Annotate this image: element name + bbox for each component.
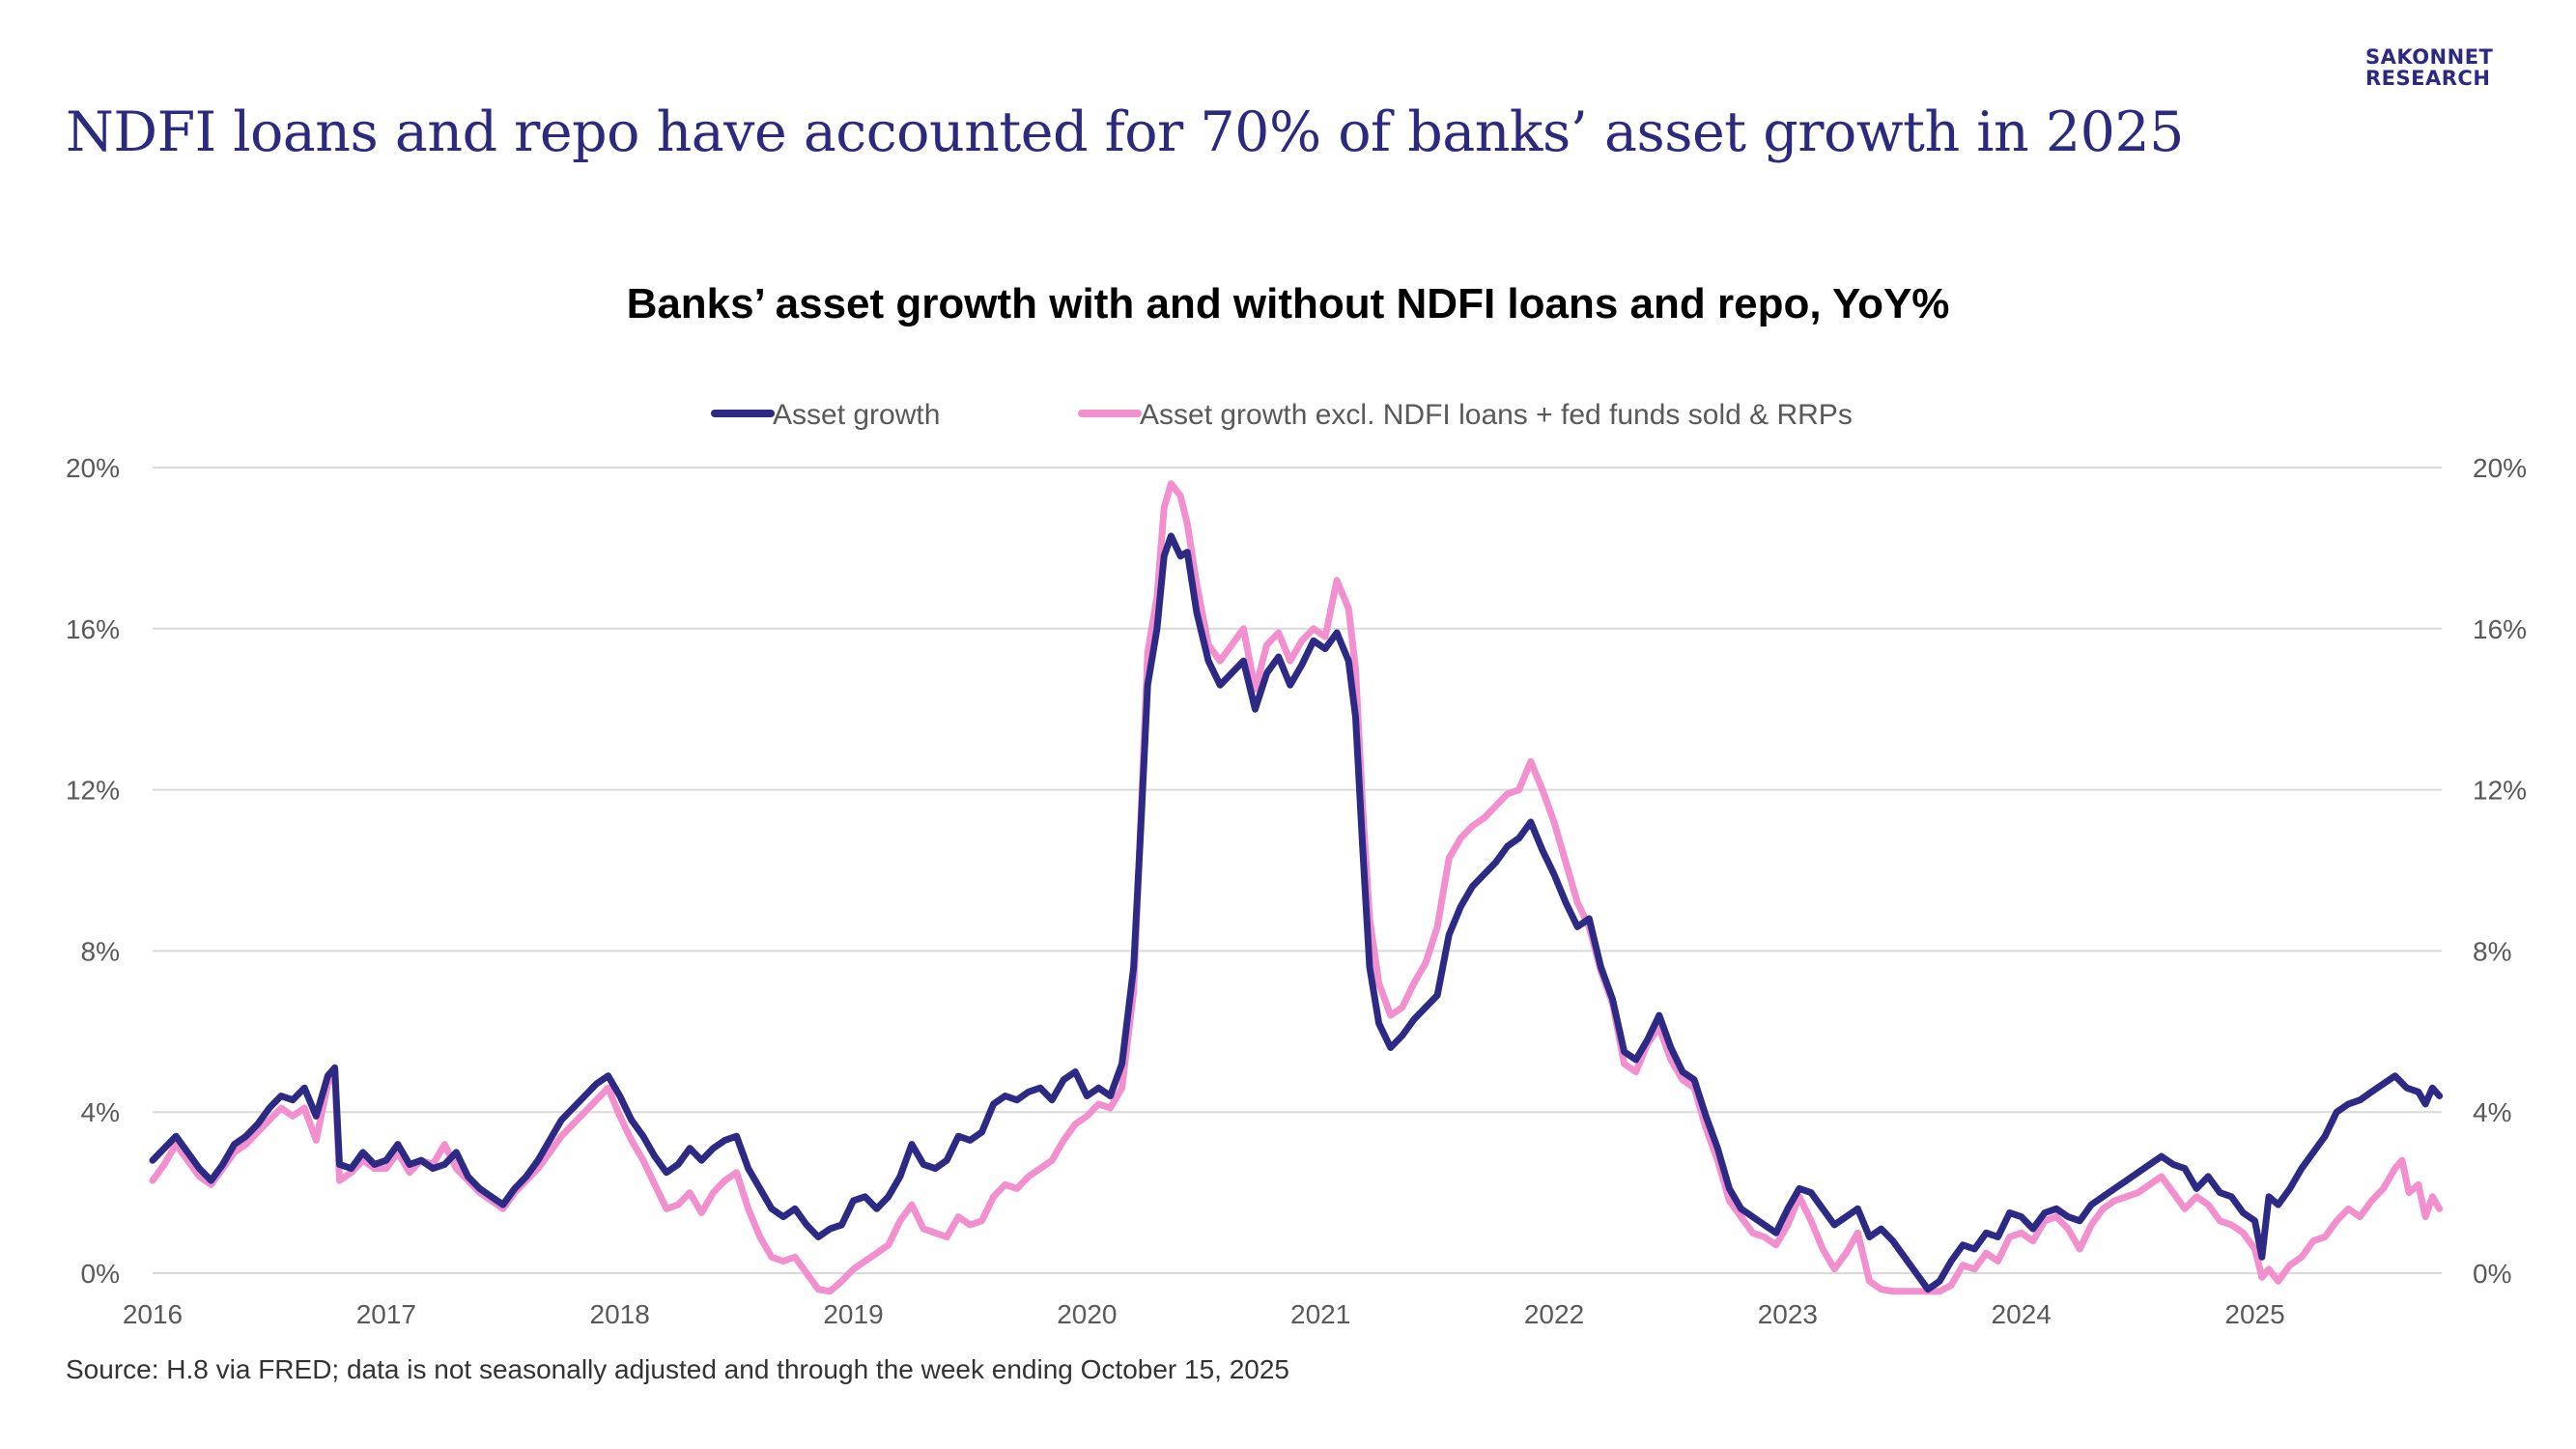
y-axis-left: 0% 4% 8% 12% 16% 20% (66, 453, 120, 1289)
y-tick-label-left: 20% (66, 453, 120, 483)
y-tick-label-right: 4% (2473, 1097, 2511, 1127)
y-tick-label-right: 16% (2473, 614, 2527, 644)
y-tick-label-left: 8% (81, 936, 120, 966)
brand-logo-line-1: SAKONNET (2365, 45, 2494, 69)
series-line-asset-growth (149, 532, 2444, 1293)
y-tick-label-right: 20% (2473, 453, 2527, 483)
y-axis-right: 0% 4% 8% 12% 16% 20% (2473, 453, 2527, 1289)
slide-headline: NDFI loans and repo have accounted for 7… (66, 100, 2184, 164)
x-tick-label: 2018 (590, 1299, 650, 1329)
gridlines (153, 467, 2442, 1274)
y-tick-label-left: 12% (66, 776, 120, 806)
legend-item-asset-growth-label: Asset growth (773, 399, 940, 431)
y-tick-label-left: 16% (66, 614, 120, 644)
x-tick-label: 2019 (823, 1299, 883, 1329)
chart-title: Banks’ asset growth with and without NDF… (626, 280, 1950, 327)
y-tick-label-left: 4% (81, 1097, 120, 1127)
series-line-asset-growth-excl (149, 480, 2444, 1295)
y-tick-label-right: 0% (2473, 1259, 2511, 1289)
source-note: Source: H.8 via FRED; data is not season… (66, 1354, 1289, 1384)
series-lines (149, 480, 2444, 1295)
x-tick-label: 2023 (1758, 1299, 1818, 1329)
x-tick-label: 2021 (1290, 1299, 1350, 1329)
x-tick-label: 2017 (356, 1299, 416, 1329)
legend-item-asset-growth-excl-label: Asset growth excl. NDFI loans + fed fund… (1140, 399, 1853, 431)
x-tick-label: 2016 (123, 1299, 183, 1329)
x-axis: 2016 2017 2018 2019 2020 2021 2022 2023 2024 2025 (123, 1299, 2285, 1329)
x-tick-label: 2020 (1057, 1299, 1117, 1329)
brand-logo: SAKONNET RESEARCH (2365, 46, 2510, 89)
chart-legend: Asset growth Asset growth excl. NDFI loan… (711, 399, 1853, 431)
y-tick-label-right: 12% (2473, 776, 2527, 806)
x-tick-label: 2025 (2224, 1299, 2284, 1329)
x-tick-label: 2022 (1524, 1299, 1584, 1329)
y-tick-label-left: 0% (81, 1259, 120, 1289)
brand-logo-line-2: RESEARCH (2365, 67, 2491, 90)
x-tick-label: 2024 (1992, 1299, 2052, 1329)
y-tick-label-right: 8% (2473, 936, 2511, 966)
